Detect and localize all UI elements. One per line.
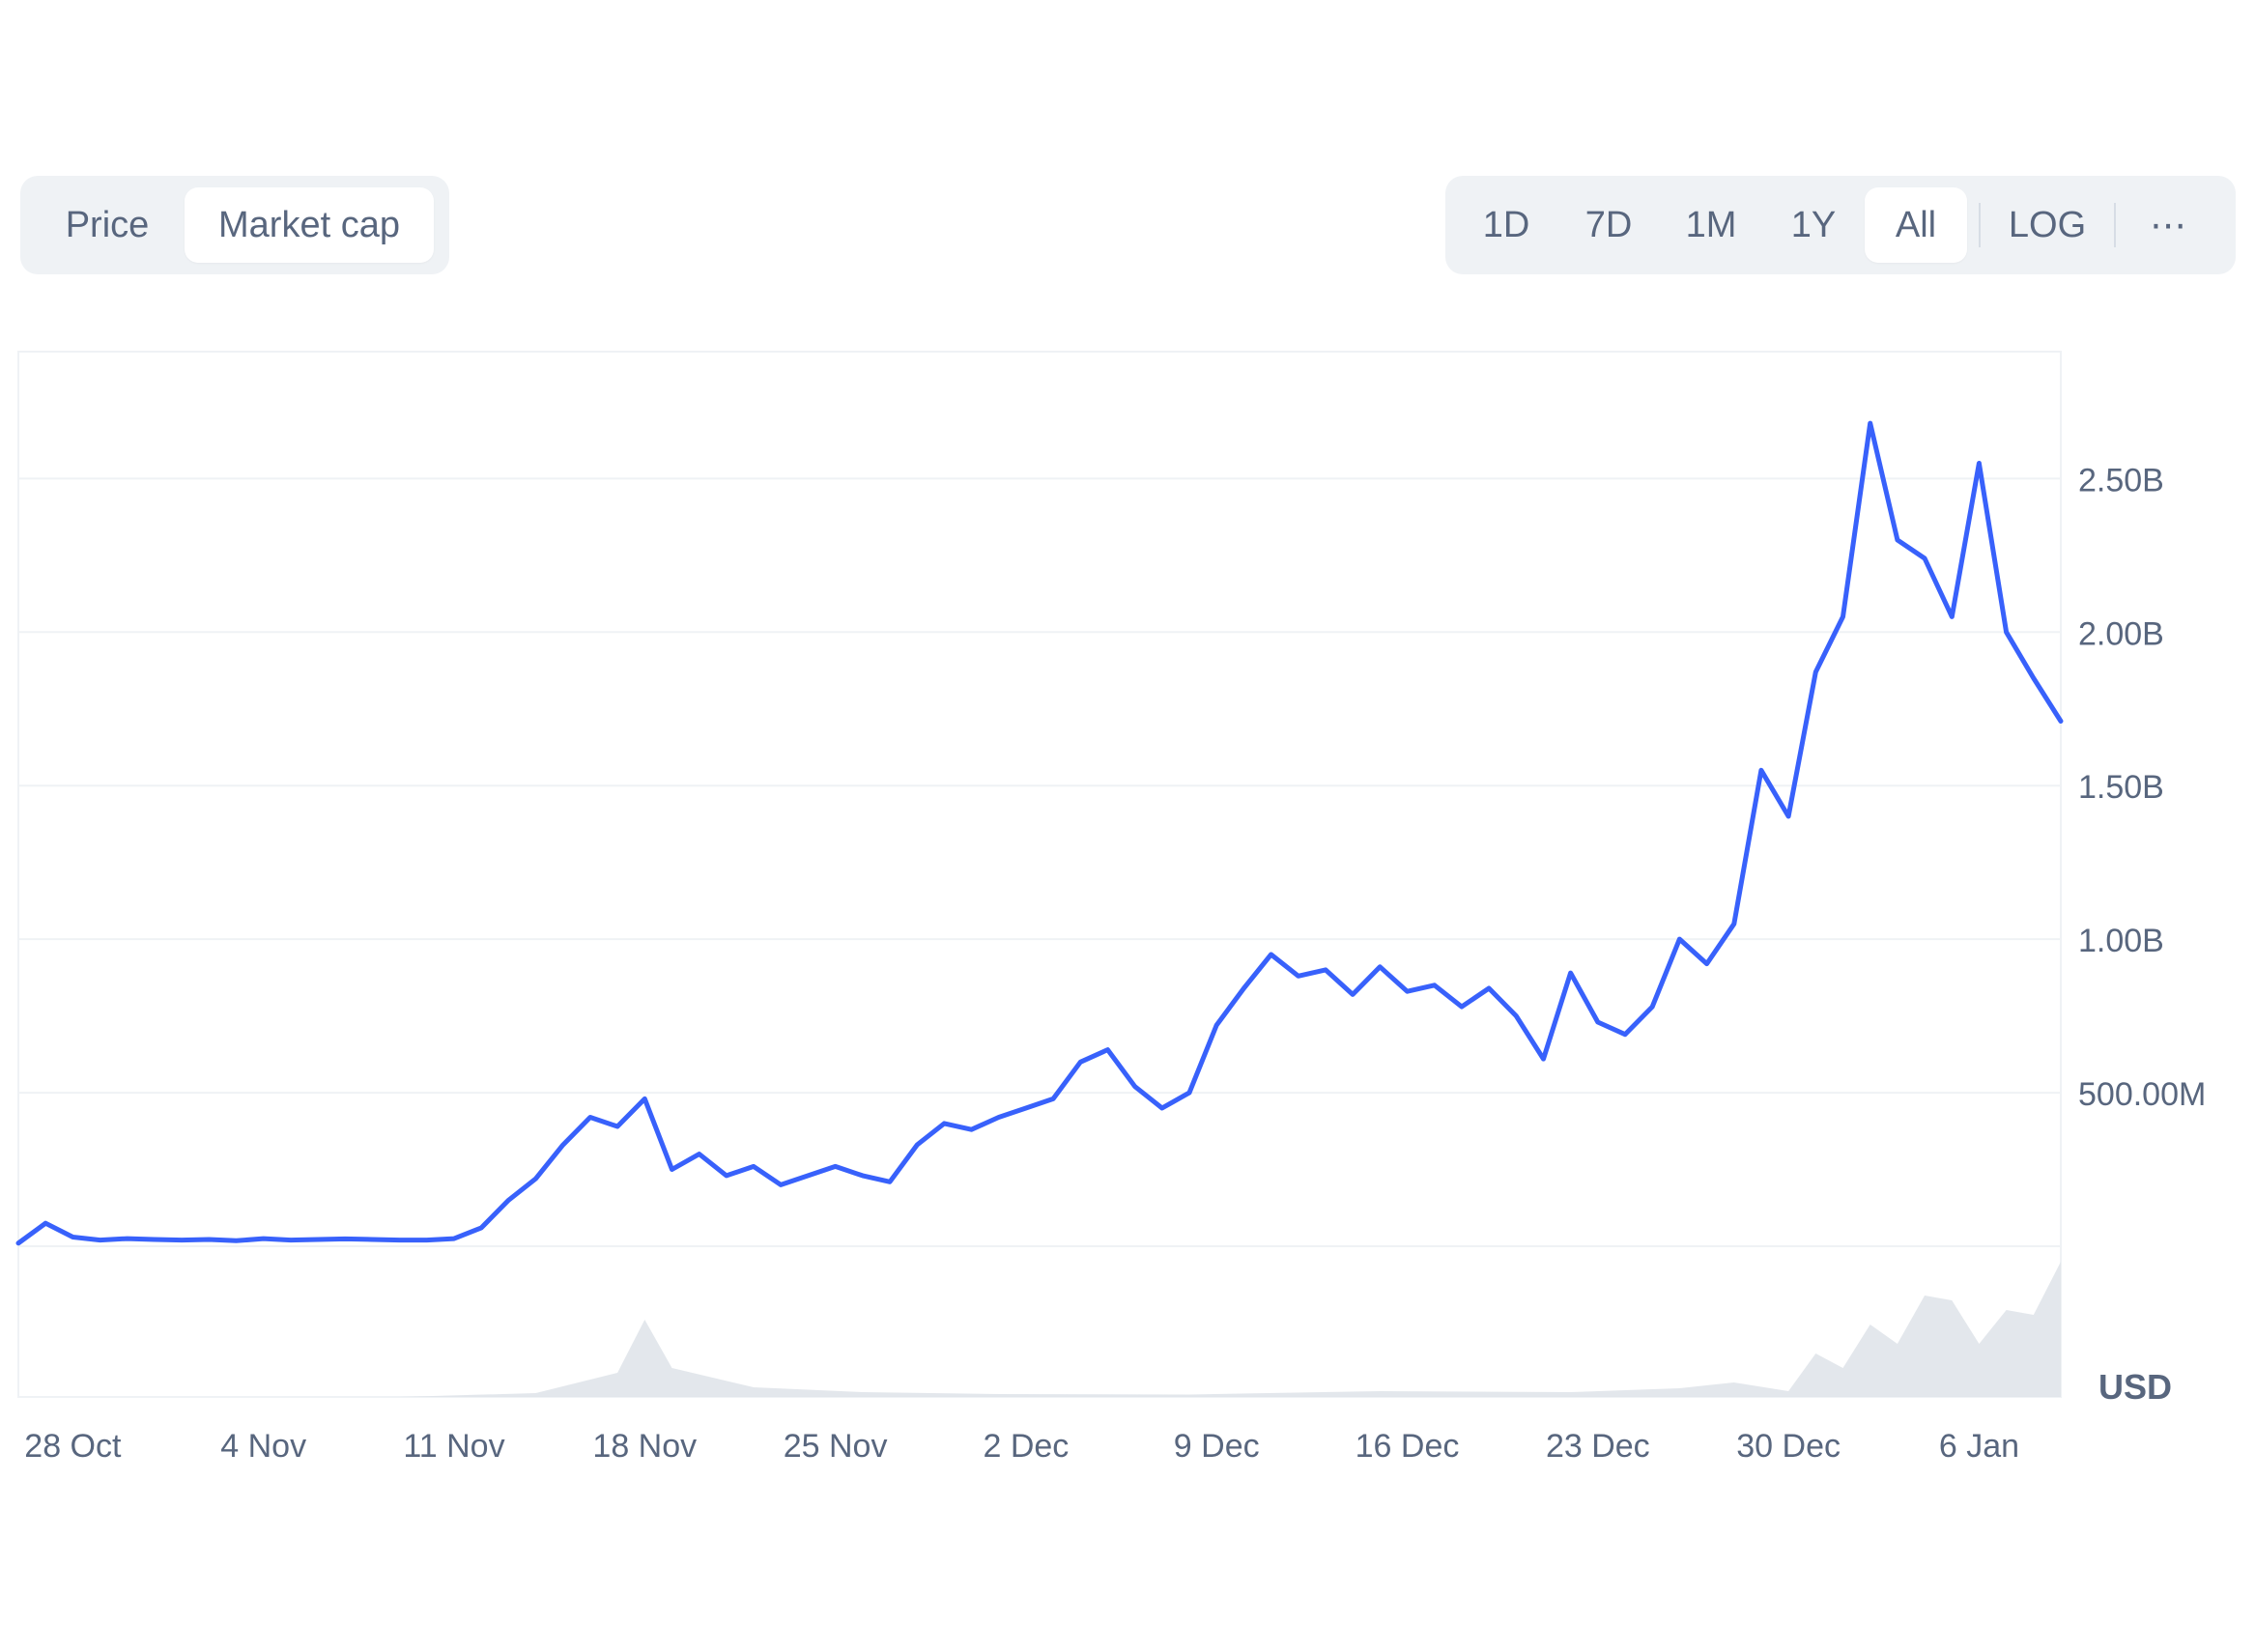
x-tick-label: 18 Nov <box>592 1428 697 1465</box>
market-cap-line <box>15 420 2064 1246</box>
log-scale-toggle[interactable]: LOG <box>2008 204 2087 245</box>
range-1y-tab[interactable]: 1Y <box>1790 204 1837 245</box>
range-7d-tab[interactable]: 7D <box>1584 204 1633 245</box>
y-tick-label: 2.50B <box>2078 462 2164 498</box>
y-tick-label: 1.50B <box>2078 769 2164 806</box>
x-tick-label: 30 Dec <box>1736 1428 1841 1465</box>
currency-label: USD <box>2098 1367 2172 1407</box>
x-tick-label: 6 Jan <box>1939 1428 2019 1465</box>
y-tick-label: 1.00B <box>2078 923 2164 959</box>
market-cap-tab[interactable]: Market cap <box>185 187 434 263</box>
x-tick-label: 9 Dec <box>1174 1428 1260 1465</box>
x-tick-label: 25 Nov <box>784 1428 888 1465</box>
x-tick-label: 23 Dec <box>1546 1428 1650 1465</box>
y-tick-label: 500.00M <box>2078 1076 2206 1113</box>
x-axis: 28 Oct 4 Nov 11 Nov 18 Nov 25 Nov 2 Dec 9 Dec 1… <box>24 1428 2019 1465</box>
x-tick-label: 4 Nov <box>220 1428 306 1465</box>
x-tick-label: 16 Dec <box>1356 1428 1460 1465</box>
x-tick-label: 2 Dec <box>983 1428 1069 1465</box>
price-tab[interactable]: Price <box>65 204 150 245</box>
toolbar-divider <box>1979 203 1981 247</box>
x-tick-label: 28 Oct <box>24 1428 122 1465</box>
x-tick-label: 11 Nov <box>403 1428 504 1465</box>
range-1d-tab[interactable]: 1D <box>1482 204 1530 245</box>
more-options-icon[interactable]: ⋯ <box>2150 205 2190 246</box>
metric-toggle: Price Market cap <box>20 176 449 274</box>
volume-bars <box>18 1262 2061 1397</box>
toolbar-divider <box>2114 203 2116 247</box>
y-axis: 500.00M 1.00B 1.50B 2.00B 2.50B USD <box>2078 462 2206 1407</box>
range-all-tab[interactable]: All <box>1865 187 1967 263</box>
grid-lines <box>18 477 2061 1247</box>
volume-area <box>18 1262 2061 1397</box>
market-cap-series <box>15 420 2064 1246</box>
y-tick-label: 2.00B <box>2078 615 2164 652</box>
range-toggle: 1D 7D 1M 1Y All LOG ⋯ <box>1445 176 2236 274</box>
range-1m-tab[interactable]: 1M <box>1685 204 1737 245</box>
